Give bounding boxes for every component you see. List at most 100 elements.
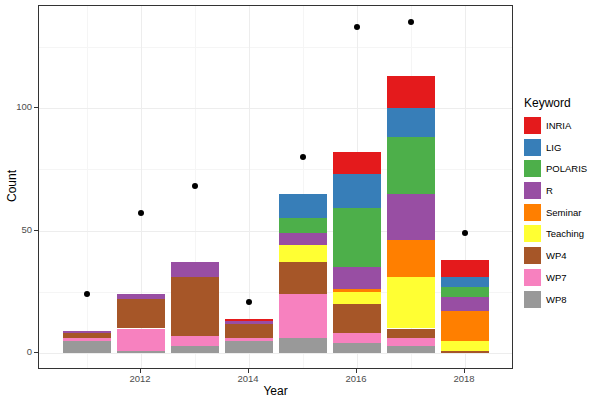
legend-key-swatch bbox=[524, 225, 541, 242]
bar-segment-wp7 bbox=[225, 338, 274, 340]
legend-item-lig: LIG bbox=[524, 139, 600, 156]
bar-segment-polaris bbox=[387, 137, 436, 193]
legend-item-label: INRIA bbox=[546, 120, 571, 131]
legend-item-label: WP4 bbox=[546, 250, 567, 261]
data-point bbox=[300, 154, 306, 160]
legend-item-polaris: POLARIS bbox=[524, 160, 600, 177]
bar-segment-inria bbox=[225, 319, 274, 321]
legend-item-inria: INRIA bbox=[524, 117, 600, 134]
legend-item-label: WP7 bbox=[546, 272, 567, 283]
bar-segment-wp4 bbox=[171, 277, 220, 336]
legend-key-swatch bbox=[524, 269, 541, 286]
bar-segment-wp4 bbox=[63, 333, 112, 338]
legend-key-swatch bbox=[524, 139, 541, 156]
bar-segment-wp4 bbox=[225, 324, 274, 339]
bar-segment-r bbox=[171, 262, 220, 277]
bar-segment-teaching bbox=[279, 245, 328, 262]
bar-segment-inria bbox=[387, 76, 436, 108]
bar-segment-lig bbox=[333, 174, 382, 208]
bar-segment-lig bbox=[279, 194, 328, 219]
bar-segment-teaching bbox=[333, 292, 382, 304]
gridline-y-major bbox=[39, 231, 512, 232]
legend-key-swatch bbox=[524, 160, 541, 177]
data-point bbox=[138, 210, 144, 216]
bar-segment-r bbox=[63, 331, 112, 333]
bar-segment-wp4 bbox=[279, 262, 328, 294]
legend: Keyword INRIA LIG POLARIS R Seminar Teaching W… bbox=[524, 96, 600, 312]
bar-segment-r bbox=[333, 267, 382, 289]
legend-key-swatch bbox=[524, 291, 541, 308]
legend-item-label: R bbox=[546, 185, 553, 196]
bar-segment-wp7 bbox=[117, 329, 166, 351]
gridline-y-major bbox=[39, 353, 512, 354]
legend-item-label: Seminar bbox=[546, 207, 581, 218]
bar-segment-inria bbox=[333, 152, 382, 174]
y-tick-mark bbox=[34, 107, 38, 108]
bar-segment-wp4 bbox=[441, 351, 490, 353]
gridline-x-minor bbox=[87, 6, 88, 368]
data-point bbox=[246, 299, 252, 305]
bar-segment-wp8 bbox=[333, 343, 382, 353]
legend-key-swatch bbox=[524, 117, 541, 134]
legend-item-r: R bbox=[524, 182, 600, 199]
legend-item-label: LIG bbox=[546, 142, 561, 153]
gridline-x-major bbox=[249, 6, 250, 368]
legend-item-wp7: WP7 bbox=[524, 269, 600, 286]
bar-segment-seminar bbox=[333, 289, 382, 291]
gridline-y-minor bbox=[39, 47, 512, 48]
legend-title: Keyword bbox=[524, 96, 600, 110]
bar-segment-r bbox=[279, 233, 328, 245]
gridline-y-minor bbox=[39, 169, 512, 170]
bar-segment-seminar bbox=[387, 240, 436, 277]
bar-segment-wp4 bbox=[117, 299, 166, 328]
y-tick-mark bbox=[34, 230, 38, 231]
bar-segment-r bbox=[441, 297, 490, 312]
bar-segment-r bbox=[387, 194, 436, 241]
legend-key-swatch bbox=[524, 204, 541, 221]
legend-item-wp4: WP4 bbox=[524, 247, 600, 264]
data-point bbox=[354, 24, 360, 30]
bar-segment-wp7 bbox=[63, 338, 112, 340]
bar-segment-wp8 bbox=[171, 346, 220, 353]
bar-segment-inria bbox=[441, 260, 490, 277]
bar-segment-wp8 bbox=[63, 341, 112, 353]
legend-item-label: WP8 bbox=[546, 294, 567, 305]
bar-segment-wp8 bbox=[387, 346, 436, 353]
bar-segment-wp8 bbox=[117, 351, 166, 353]
y-tick-mark bbox=[34, 352, 38, 353]
legend-item-label: POLARIS bbox=[546, 163, 587, 174]
bar-segment-lig bbox=[441, 277, 490, 287]
bar-segment-wp8 bbox=[225, 341, 274, 353]
data-point bbox=[408, 19, 414, 25]
legend-item-seminar: Seminar bbox=[524, 204, 600, 221]
bar-segment-polaris bbox=[441, 287, 490, 297]
legend-key-swatch bbox=[524, 247, 541, 264]
bar-segment-wp4 bbox=[387, 329, 436, 339]
gridline-y-major bbox=[39, 108, 512, 109]
bar-segment-wp7 bbox=[333, 333, 382, 343]
bar-segment-teaching bbox=[387, 277, 436, 328]
bar-segment-wp8 bbox=[279, 338, 328, 353]
legend-item-label: Teaching bbox=[546, 228, 584, 239]
bar-segment-wp7 bbox=[279, 294, 328, 338]
bar-segment-teaching bbox=[441, 341, 490, 351]
legend-item-teaching: Teaching bbox=[524, 225, 600, 242]
bar-segment-seminar bbox=[441, 311, 490, 340]
data-point bbox=[192, 183, 198, 189]
legend-item-wp8: WP8 bbox=[524, 291, 600, 308]
bar-segment-polaris bbox=[333, 208, 382, 267]
bar-segment-lig bbox=[387, 108, 436, 137]
legend-items: INRIA LIG POLARIS R Seminar Teaching WP4 WP7 WP8 bbox=[524, 117, 600, 308]
bar-segment-wp7 bbox=[171, 336, 220, 346]
bar-segment-wp7 bbox=[387, 338, 436, 345]
data-point bbox=[84, 291, 90, 297]
bar-segment-r bbox=[225, 321, 274, 323]
y-axis-title: Count bbox=[5, 132, 19, 240]
plot-panel bbox=[38, 5, 513, 369]
bar-segment-polaris bbox=[279, 218, 328, 233]
legend-key-swatch bbox=[524, 182, 541, 199]
y-tick-label: 100 bbox=[6, 101, 32, 113]
bar-segment-wp4 bbox=[333, 304, 382, 333]
bar-segment-r bbox=[117, 294, 166, 299]
y-tick-label: 0 bbox=[6, 346, 32, 358]
